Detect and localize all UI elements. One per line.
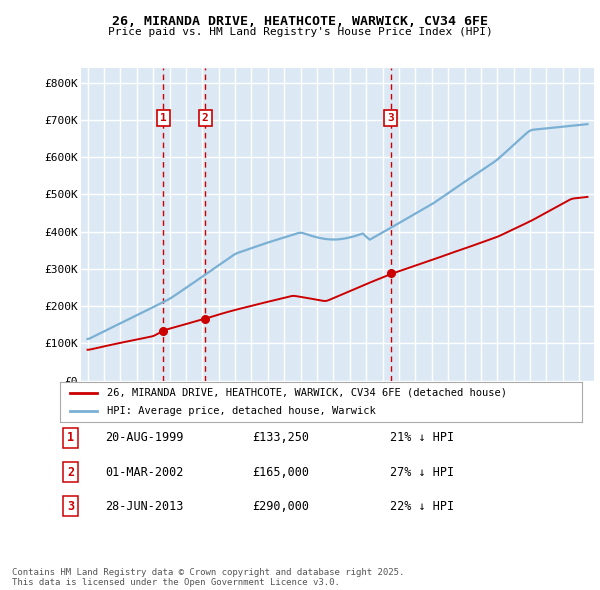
26, MIRANDA DRIVE, HEATHCOTE, WARWICK, CV34 6FE (detached house) (427, 257, 434, 264)
HPI: Average price, detached house, Warwick: (2e+03, 2.24e+05): Average price, detached house, Warwick: … (169, 293, 176, 300)
HPI: Average price, detached house, Warwick: (2.02e+03, 5.21e+05): Average price, detached house, Warwick: … (454, 183, 461, 191)
Text: £165,000: £165,000 (252, 466, 309, 478)
Text: 27% ↓ HPI: 27% ↓ HPI (390, 466, 454, 478)
26, MIRANDA DRIVE, HEATHCOTE, WARWICK, CV34 6FE (detached house) (354, 284, 361, 291)
Text: 20-AUG-1999: 20-AUG-1999 (105, 431, 184, 444)
HPI: Average price, detached house, Warwick: (2e+03, 2.57e+05): Average price, detached house, Warwick: … (187, 281, 194, 289)
Text: £133,250: £133,250 (252, 431, 309, 444)
HPI: Average price, detached house, Warwick: (2e+03, 1.75e+05): Average price, detached house, Warwick: … (133, 312, 140, 319)
Text: 1: 1 (160, 113, 167, 123)
Text: £290,000: £290,000 (252, 500, 309, 513)
Text: 2: 2 (67, 466, 74, 478)
26, MIRANDA DRIVE, HEATHCOTE, WARWICK, CV34 6FE (detached house) (169, 324, 176, 332)
Text: Contains HM Land Registry data © Crown copyright and database right 2025.
This d: Contains HM Land Registry data © Crown c… (12, 568, 404, 587)
26, MIRANDA DRIVE, HEATHCOTE, WARWICK, CV34 6FE (detached house) (584, 194, 591, 201)
HPI: Average price, detached house, Warwick: (2e+03, 1.12e+05): Average price, detached house, Warwick: … (84, 336, 91, 343)
26, MIRANDA DRIVE, HEATHCOTE, WARWICK, CV34 6FE (detached house) (454, 247, 461, 254)
HPI: Average price, detached house, Warwick: (2.01e+03, 3.9e+05): Average price, detached house, Warwick: … (354, 232, 361, 239)
Text: Price paid vs. HM Land Registry's House Price Index (HPI): Price paid vs. HM Land Registry's House … (107, 27, 493, 37)
Text: 22% ↓ HPI: 22% ↓ HPI (390, 500, 454, 513)
Text: 21% ↓ HPI: 21% ↓ HPI (390, 431, 454, 444)
HPI: Average price, detached house, Warwick: (2.02e+03, 4.71e+05): Average price, detached house, Warwick: … (427, 202, 434, 209)
Text: 3: 3 (388, 113, 394, 123)
Line: 26, MIRANDA DRIVE, HEATHCOTE, WARWICK, CV34 6FE (detached house): 26, MIRANDA DRIVE, HEATHCOTE, WARWICK, C… (88, 197, 587, 350)
Text: 28-JUN-2013: 28-JUN-2013 (105, 500, 184, 513)
Text: HPI: Average price, detached house, Warwick: HPI: Average price, detached house, Warw… (107, 405, 376, 415)
Text: 01-MAR-2002: 01-MAR-2002 (105, 466, 184, 478)
Text: 26, MIRANDA DRIVE, HEATHCOTE, WARWICK, CV34 6FE: 26, MIRANDA DRIVE, HEATHCOTE, WARWICK, C… (112, 15, 488, 28)
26, MIRANDA DRIVE, HEATHCOTE, WARWICK, CV34 6FE (detached house) (84, 346, 91, 353)
Text: 2: 2 (202, 113, 208, 123)
Text: 26, MIRANDA DRIVE, HEATHCOTE, WARWICK, CV34 6FE (detached house): 26, MIRANDA DRIVE, HEATHCOTE, WARWICK, C… (107, 388, 507, 398)
Text: 3: 3 (67, 500, 74, 513)
Text: 1: 1 (67, 431, 74, 444)
Line: HPI: Average price, detached house, Warwick: HPI: Average price, detached house, Warw… (88, 124, 587, 339)
26, MIRANDA DRIVE, HEATHCOTE, WARWICK, CV34 6FE (detached house) (133, 336, 140, 343)
26, MIRANDA DRIVE, HEATHCOTE, WARWICK, CV34 6FE (detached house) (187, 319, 194, 326)
HPI: Average price, detached house, Warwick: (2.03e+03, 6.89e+05): Average price, detached house, Warwick: … (584, 120, 591, 127)
